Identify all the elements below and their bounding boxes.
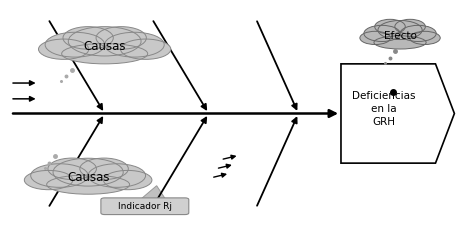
Text: Efecto: Efecto: [383, 31, 417, 41]
Ellipse shape: [68, 27, 141, 56]
Polygon shape: [341, 64, 455, 163]
Ellipse shape: [360, 31, 391, 44]
Ellipse shape: [105, 32, 164, 57]
Ellipse shape: [45, 32, 105, 57]
Ellipse shape: [96, 27, 146, 49]
Ellipse shape: [88, 164, 146, 187]
FancyBboxPatch shape: [101, 198, 189, 215]
Ellipse shape: [400, 25, 436, 42]
Text: Causas: Causas: [67, 171, 109, 184]
Polygon shape: [136, 186, 168, 204]
Ellipse shape: [48, 158, 96, 180]
Ellipse shape: [120, 39, 171, 59]
Ellipse shape: [410, 31, 440, 44]
Text: Deficiencias
en la
GRH: Deficiencias en la GRH: [352, 91, 415, 127]
Ellipse shape: [31, 164, 88, 187]
Ellipse shape: [364, 25, 400, 42]
Ellipse shape: [103, 170, 152, 190]
Text: Causas: Causas: [83, 40, 126, 53]
Ellipse shape: [80, 158, 128, 180]
Text: Indicador Rj: Indicador Rj: [118, 202, 172, 211]
Ellipse shape: [374, 36, 426, 49]
Ellipse shape: [53, 158, 123, 186]
Ellipse shape: [38, 39, 89, 59]
Ellipse shape: [375, 19, 405, 34]
Ellipse shape: [63, 27, 113, 49]
Ellipse shape: [395, 19, 425, 34]
Ellipse shape: [378, 20, 422, 39]
Ellipse shape: [62, 44, 148, 64]
Ellipse shape: [46, 175, 129, 194]
Ellipse shape: [24, 170, 73, 190]
